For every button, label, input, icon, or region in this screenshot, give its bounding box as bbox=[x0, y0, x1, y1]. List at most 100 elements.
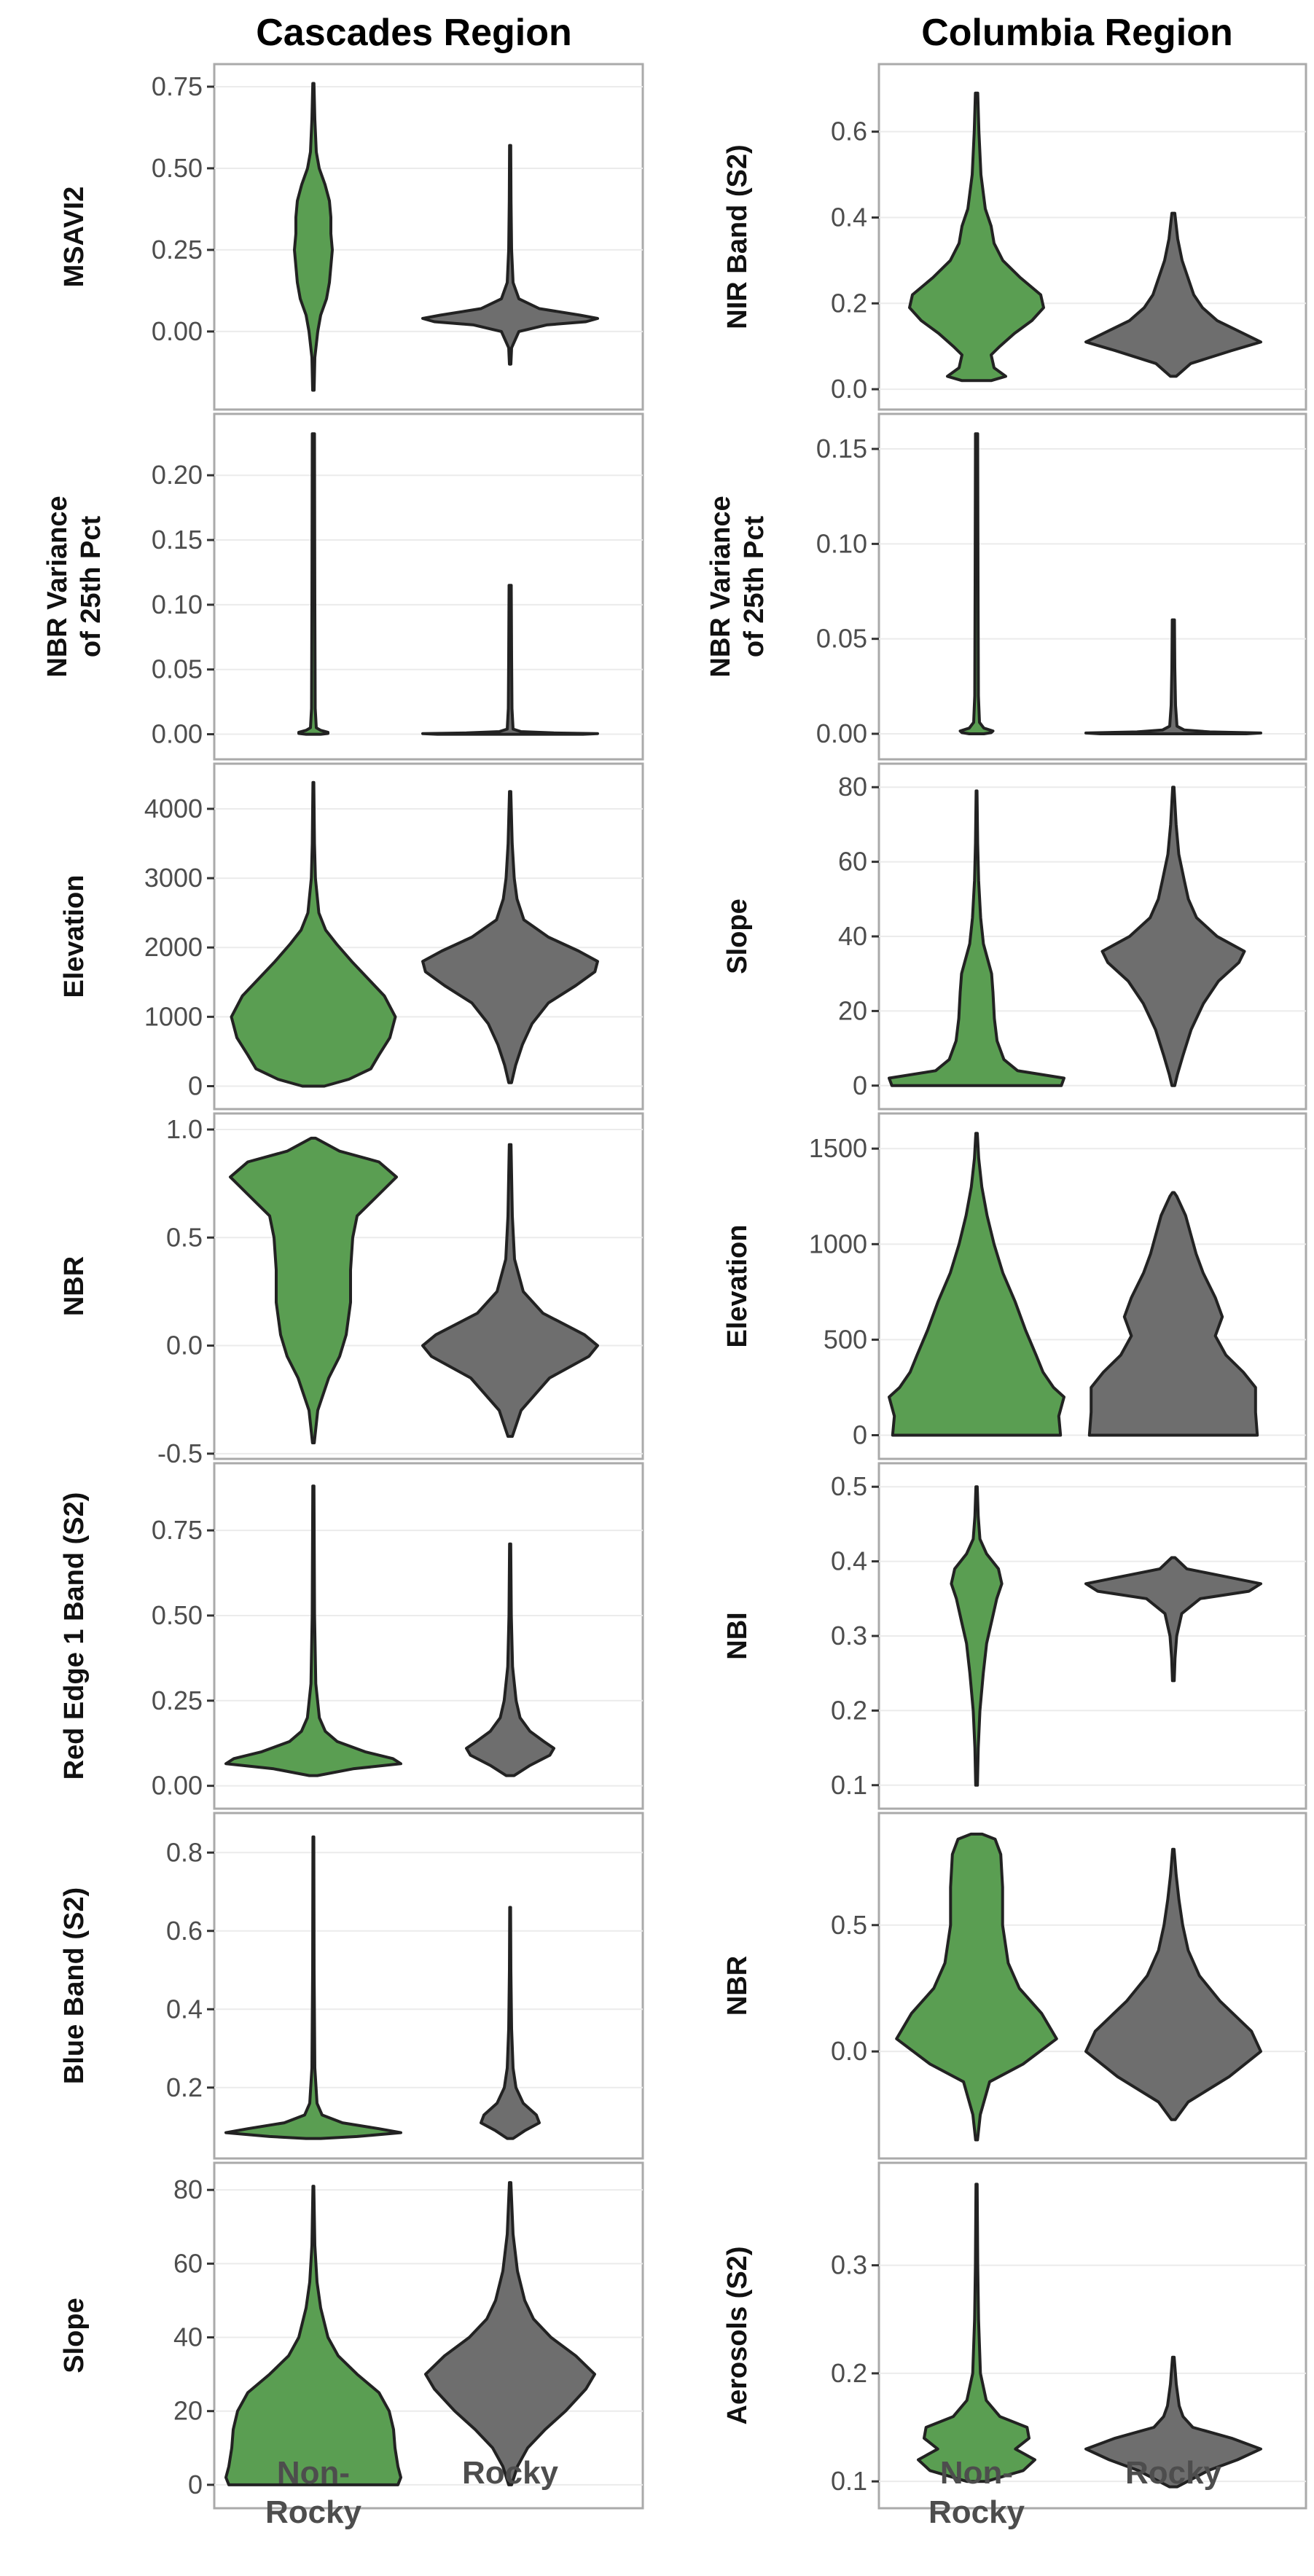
violin-non-rocky bbox=[224, 2185, 402, 2486]
panel-1-left: 0.00 0.25 0.50 0.75 MSAVI2 bbox=[59, 63, 644, 411]
y-tick-label: 1500 bbox=[809, 1133, 867, 1163]
violin-non-rocky bbox=[950, 1485, 1004, 1787]
y-tick-label: 0.2 bbox=[831, 2358, 867, 2388]
panel-6-left: 0.2 0.4 0.6 0.8 Blue Band (S2) bbox=[59, 1812, 644, 2160]
x-label-non-rocky-left-line2: Rocky bbox=[265, 2494, 362, 2530]
y-axis-label: NBR bbox=[722, 1956, 753, 2016]
violin-non-rocky bbox=[297, 432, 329, 736]
violin-non-rocky bbox=[908, 91, 1045, 383]
y-tick-label: 0.6 bbox=[831, 117, 867, 146]
y-tick-label: 40 bbox=[173, 2322, 203, 2352]
y-tick-label: 0.25 bbox=[152, 1686, 203, 1715]
y-tick-label: 0.1 bbox=[831, 1770, 867, 1800]
y-tick-label: 0.50 bbox=[152, 153, 203, 183]
violin-non-rocky bbox=[917, 2182, 1036, 2483]
y-tick-label: 1000 bbox=[144, 1001, 203, 1031]
y-tick-label: 0.15 bbox=[816, 434, 867, 463]
y-tick-label: 0.00 bbox=[816, 719, 867, 748]
violin-non-rocky bbox=[958, 432, 995, 735]
violin-rocky bbox=[1100, 786, 1246, 1087]
y-tick-label: 0.2 bbox=[831, 288, 867, 318]
violin-non-rocky bbox=[230, 780, 397, 1088]
violin-rocky bbox=[421, 584, 599, 736]
panel-4-right: 0 500 1000 1500 Elevation bbox=[722, 1112, 1307, 1460]
y-tick-label: 0.8 bbox=[166, 1837, 203, 1867]
panel-5-left: 0.00 0.25 0.50 0.75 Red Edge 1 Band (S2) bbox=[59, 1462, 644, 1810]
violin-rocky bbox=[480, 1906, 541, 2140]
y-tick-label: 60 bbox=[838, 847, 867, 877]
y-tick-label: 0.05 bbox=[816, 624, 867, 654]
panel-7-left: 0 20 40 60 80 Slope bbox=[59, 2161, 644, 2510]
panel-border bbox=[213, 412, 644, 761]
violin-non-rocky bbox=[888, 789, 1065, 1087]
y-tick-label: 0.0 bbox=[166, 1331, 203, 1361]
violin-non-rocky bbox=[895, 1832, 1058, 2142]
y-tick-label: 0.5 bbox=[831, 1910, 867, 1940]
y-tick-label: 2000 bbox=[144, 932, 203, 962]
panel-6-right: 0.0 0.5 NBR bbox=[722, 1812, 1307, 2160]
violin-rocky bbox=[1087, 1191, 1259, 1437]
y-tick-label: 0.25 bbox=[152, 235, 203, 265]
y-tick-label: -0.5 bbox=[157, 1438, 203, 1468]
y-tick-label: 500 bbox=[824, 1324, 867, 1354]
y-axis-label: NBR Variance bbox=[705, 496, 736, 677]
violin-rocky bbox=[421, 790, 599, 1084]
x-label-non-rocky-right-line2: Rocky bbox=[928, 2494, 1025, 2530]
x-label-rocky-right: Rocky bbox=[1125, 2455, 1222, 2491]
y-tick-label: 60 bbox=[173, 2248, 203, 2278]
panel-border bbox=[213, 63, 644, 411]
panel-border bbox=[877, 412, 1307, 761]
y-tick-label: 1.0 bbox=[166, 1114, 203, 1144]
y-tick-label: 0.05 bbox=[152, 654, 203, 684]
y-tick-label: 80 bbox=[838, 772, 867, 802]
panel-7-right: 0.1 0.2 0.3 Aerosols (S2) bbox=[722, 2161, 1307, 2510]
y-tick-label: 20 bbox=[173, 2396, 203, 2426]
panel-border bbox=[877, 63, 1307, 411]
y-tick-label: 0.20 bbox=[152, 460, 203, 490]
y-axis-label: NBR bbox=[59, 1256, 90, 1316]
y-axis-label: MSAVI2 bbox=[59, 187, 90, 288]
y-tick-label: 1000 bbox=[809, 1229, 867, 1258]
y-axis-label: Red Edge 1 Band (S2) bbox=[59, 1492, 90, 1780]
y-axis-label: NBI bbox=[722, 1612, 753, 1659]
y-tick-label: 0.0 bbox=[831, 374, 867, 404]
y-tick-label: 0.15 bbox=[152, 525, 203, 555]
panel-2-right: 0.00 0.05 0.10 0.15 NBR Variance of 25th Pct bbox=[705, 412, 1307, 761]
violin-rocky bbox=[1084, 1556, 1262, 1683]
y-tick-label: 0.2 bbox=[166, 2072, 203, 2102]
x-label-non-rocky-right-line1: Non- bbox=[940, 2455, 1013, 2491]
y-tick-label: 0 bbox=[188, 1070, 203, 1100]
y-tick-label: 0.6 bbox=[166, 1916, 203, 1946]
panel-5-right: 0.1 0.2 0.3 0.4 0.5 NBI bbox=[722, 1462, 1307, 1810]
y-axis-label: NIR Band (S2) bbox=[722, 144, 753, 329]
violin-rocky bbox=[421, 144, 599, 366]
y-tick-label: 0 bbox=[853, 1070, 867, 1100]
y-axis-label: Aerosols (S2) bbox=[722, 2247, 753, 2425]
violin-non-rocky bbox=[224, 1835, 402, 2140]
y-axis-label: Slope bbox=[722, 899, 753, 974]
y-tick-label: 80 bbox=[173, 2174, 203, 2204]
panel-4-left: -0.5 0.0 0.5 1.0 NBR bbox=[59, 1112, 644, 1468]
y-tick-label: 0 bbox=[853, 1420, 867, 1450]
violin-non-rocky bbox=[229, 1136, 398, 1444]
y-tick-label: 0.75 bbox=[152, 71, 203, 101]
y-axis-label: of 25th Pct bbox=[739, 516, 770, 658]
y-tick-label: 4000 bbox=[144, 794, 203, 823]
y-tick-label: 0.75 bbox=[152, 1515, 203, 1545]
violin-rocky bbox=[424, 2181, 596, 2486]
violin-rocky bbox=[1084, 1847, 1262, 2121]
y-tick-label: 0.10 bbox=[816, 528, 867, 558]
y-tick-label: 40 bbox=[838, 921, 867, 951]
y-tick-label: 0.4 bbox=[831, 1546, 867, 1576]
panel-border bbox=[213, 1812, 644, 2160]
y-tick-label: 0.00 bbox=[152, 316, 203, 346]
y-tick-label: 0.3 bbox=[831, 2250, 867, 2280]
y-axis-label: NBR Variance bbox=[42, 496, 73, 677]
y-tick-label: 0.5 bbox=[831, 1471, 867, 1501]
violin-non-rocky bbox=[224, 1484, 402, 1777]
y-axis-label: Elevation bbox=[59, 875, 90, 998]
violin-rocky bbox=[1084, 2355, 1262, 2489]
y-axis-label: Blue Band (S2) bbox=[59, 1887, 90, 2084]
violin-non-rocky bbox=[888, 1132, 1065, 1437]
